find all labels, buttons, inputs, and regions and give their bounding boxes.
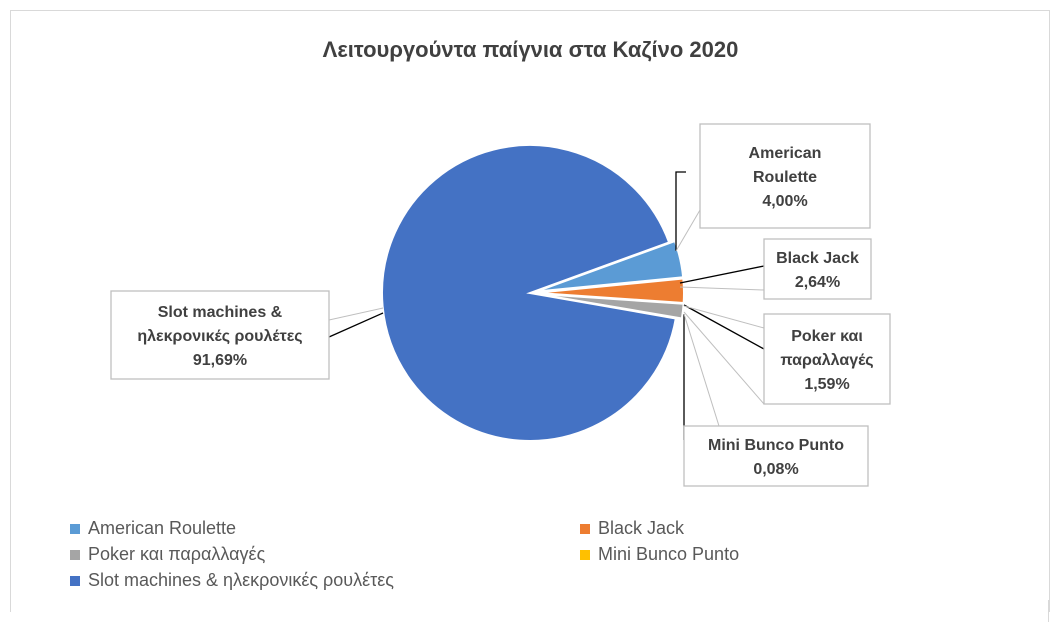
data-label-text: 91,69% xyxy=(193,352,247,369)
callout-tail xyxy=(675,209,701,252)
legend-label: Black Jack xyxy=(598,518,685,538)
legend-label: American Roulette xyxy=(88,518,237,538)
legend-swatch xyxy=(580,549,590,560)
data-label-text: 0,08% xyxy=(753,461,798,478)
pie-slice-slot-machines xyxy=(381,143,677,442)
data-label-text: 1,59% xyxy=(804,376,849,393)
legend-label: Slot machines & ηλεκρονικές ρουλέτες xyxy=(88,570,394,590)
data-label-text: 4,00% xyxy=(762,193,807,210)
legend-item-black-jack: Black Jack xyxy=(580,518,684,539)
pie-slice-american-roulette xyxy=(535,239,685,293)
chart-area xyxy=(10,10,1050,612)
legend-swatch xyxy=(580,523,590,534)
callout-tail xyxy=(683,305,765,329)
data-label-box xyxy=(763,313,891,405)
data-label-box xyxy=(699,123,871,229)
data-label-box xyxy=(110,290,330,380)
callout-tail xyxy=(679,286,765,291)
legend-item-american-roulette: American Roulette xyxy=(70,518,236,539)
data-label-mini-bunco-punto: Mini Bunco Punto 0,08% xyxy=(683,425,869,487)
callout-tail xyxy=(683,313,720,427)
chart-title: Λειτουργούντα παίγνια στα Καζίνο 2020 xyxy=(322,37,739,62)
legend-item-mini-bunco-punto: Mini Bunco Punto xyxy=(580,544,739,565)
data-label-text: American xyxy=(749,145,822,162)
data-label-poker: Poker και παραλλαγές 1,59% xyxy=(763,313,891,405)
chart-border-tick xyxy=(1048,600,1049,622)
leader-line-black-jack xyxy=(679,265,765,284)
legend-swatch xyxy=(70,523,80,534)
data-label-box xyxy=(683,425,869,487)
data-label-american-roulette: American Roulette 4,00% xyxy=(699,123,871,229)
leader-line-american-roulette xyxy=(675,171,686,251)
leader-line-poker xyxy=(683,304,765,350)
legend-item-slot-machines: Slot machines & ηλεκρονικές ρουλέτες xyxy=(70,570,394,591)
data-label-black-jack: Black Jack 2,64% xyxy=(763,238,872,300)
legend-label: Poker και παραλλαγές xyxy=(88,544,266,564)
data-label-text: παραλλαγές xyxy=(780,352,873,369)
data-label-text: ηλεκρονικές ρουλέτες xyxy=(137,328,302,345)
legend-label: Mini Bunco Punto xyxy=(598,544,740,564)
data-label-text: Mini Bunco Punto xyxy=(708,437,844,454)
legend-item-poker: Poker και παραλλαγές xyxy=(70,544,265,565)
data-label-text: Black Jack xyxy=(776,250,859,267)
leader-line-slot-machines xyxy=(328,312,384,338)
data-label-text: 2,64% xyxy=(795,274,840,291)
data-label-box xyxy=(763,238,872,300)
callout-tail xyxy=(328,307,384,321)
data-label-text: Poker και xyxy=(791,328,863,345)
data-label-text: Roulette xyxy=(753,169,817,186)
legend-swatch xyxy=(70,549,80,560)
legend-swatch xyxy=(70,575,80,586)
data-label-text: Slot machines & xyxy=(158,304,283,321)
callout-tail xyxy=(683,311,765,405)
data-label-slot-machines: Slot machines & ηλεκρονικές ρουλέτες 91,69… xyxy=(110,290,330,380)
